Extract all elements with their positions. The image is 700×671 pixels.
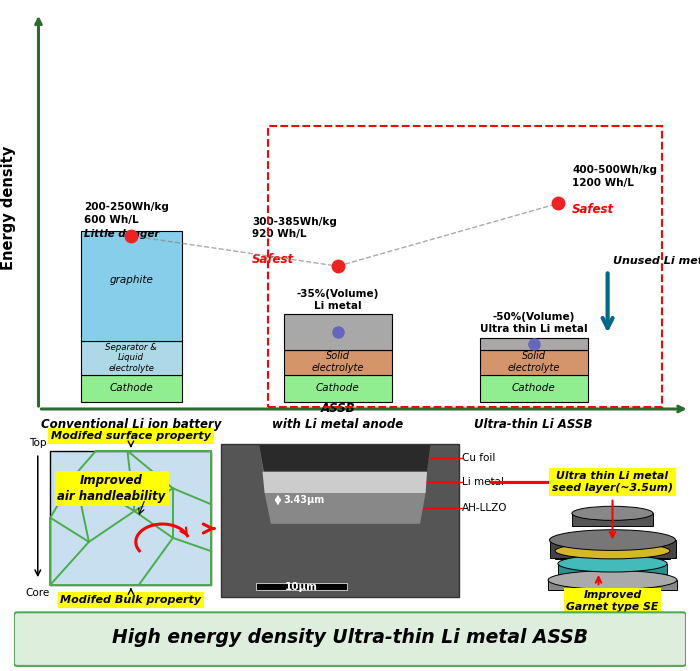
Text: Improved
Garnet type SE
(AH-LLZO): Improved Garnet type SE (AH-LLZO) (566, 590, 659, 624)
Bar (480, 375, 588, 402)
Bar (220, 444, 458, 597)
Text: Separator &
Liquid
electrolyte: Separator & Liquid electrolyte (105, 343, 158, 373)
Text: Ultra thin Li metal
seed layer(~3.5um): Ultra thin Li metal seed layer(~3.5um) (552, 471, 673, 493)
Bar (555, 551, 670, 559)
Bar (284, 350, 392, 375)
Text: 400-500Wh/kg
1200 Wh/L: 400-500Wh/kg 1200 Wh/L (573, 166, 657, 189)
Bar (284, 375, 392, 402)
Text: Safest: Safest (252, 253, 294, 266)
Polygon shape (259, 444, 430, 523)
Bar (558, 564, 667, 574)
Text: Energy density: Energy density (1, 146, 16, 270)
Text: Solid
electrolyte: Solid electrolyte (508, 352, 560, 373)
Bar (284, 314, 392, 350)
Ellipse shape (555, 543, 670, 559)
Bar (480, 350, 588, 375)
FancyBboxPatch shape (14, 613, 686, 666)
Text: Unused Li metal: Unused Li metal (613, 256, 700, 266)
Text: Ultra-thin Li ASSB: Ultra-thin Li ASSB (475, 417, 593, 431)
Bar (268, 125, 662, 407)
Ellipse shape (572, 506, 653, 521)
Text: graphite: graphite (109, 275, 153, 285)
Ellipse shape (548, 570, 677, 589)
Polygon shape (259, 444, 430, 472)
Text: 200-250Wh/kg
600 Wh/L: 200-250Wh/kg 600 Wh/L (84, 202, 169, 225)
Text: Top: Top (29, 438, 46, 448)
Bar (256, 583, 346, 590)
Bar (80, 375, 182, 402)
Polygon shape (265, 493, 426, 523)
Text: Cathode: Cathode (316, 383, 360, 393)
Text: High energy density Ultra-thin Li metal ASSB: High energy density Ultra-thin Li metal … (112, 629, 588, 648)
Text: -50%(Volume)
Ultra thin Li metal: -50%(Volume) Ultra thin Li metal (480, 312, 587, 334)
Bar (550, 540, 676, 558)
Text: 300-385Wh/kg
920 Wh/L: 300-385Wh/kg 920 Wh/L (252, 217, 337, 240)
Text: Little danger: Little danger (84, 229, 160, 238)
Bar (572, 513, 653, 527)
Text: Safest: Safest (572, 203, 615, 217)
Text: 3.43μm: 3.43μm (284, 495, 325, 505)
Polygon shape (262, 472, 427, 493)
Text: Solid
electrolyte: Solid electrolyte (312, 352, 364, 373)
Text: Modifed Bulk property: Modifed Bulk property (60, 595, 202, 605)
Bar (480, 338, 588, 350)
Text: Conventional Li ion battery: Conventional Li ion battery (41, 417, 221, 431)
Text: Modifed surface property: Modifed surface property (51, 431, 211, 441)
Text: ASSB
with Li metal anode: ASSB with Li metal anode (272, 402, 403, 431)
Text: Cu foil: Cu foil (462, 453, 496, 463)
Text: Li metal: Li metal (462, 478, 504, 487)
Bar (50, 451, 211, 584)
Ellipse shape (558, 555, 667, 572)
Text: Cathode: Cathode (109, 383, 153, 393)
Text: Core: Core (26, 588, 50, 599)
Bar (548, 580, 677, 590)
Text: AH-LLZO: AH-LLZO (462, 503, 507, 513)
Text: Improved
air handleability: Improved air handleability (57, 474, 166, 503)
Text: -35%(Volume)
Li metal: -35%(Volume) Li metal (297, 289, 379, 311)
Text: Cathode: Cathode (512, 383, 556, 393)
Ellipse shape (550, 530, 676, 550)
Text: 10μm: 10μm (284, 582, 318, 592)
Bar (80, 231, 182, 341)
Bar (80, 341, 182, 375)
